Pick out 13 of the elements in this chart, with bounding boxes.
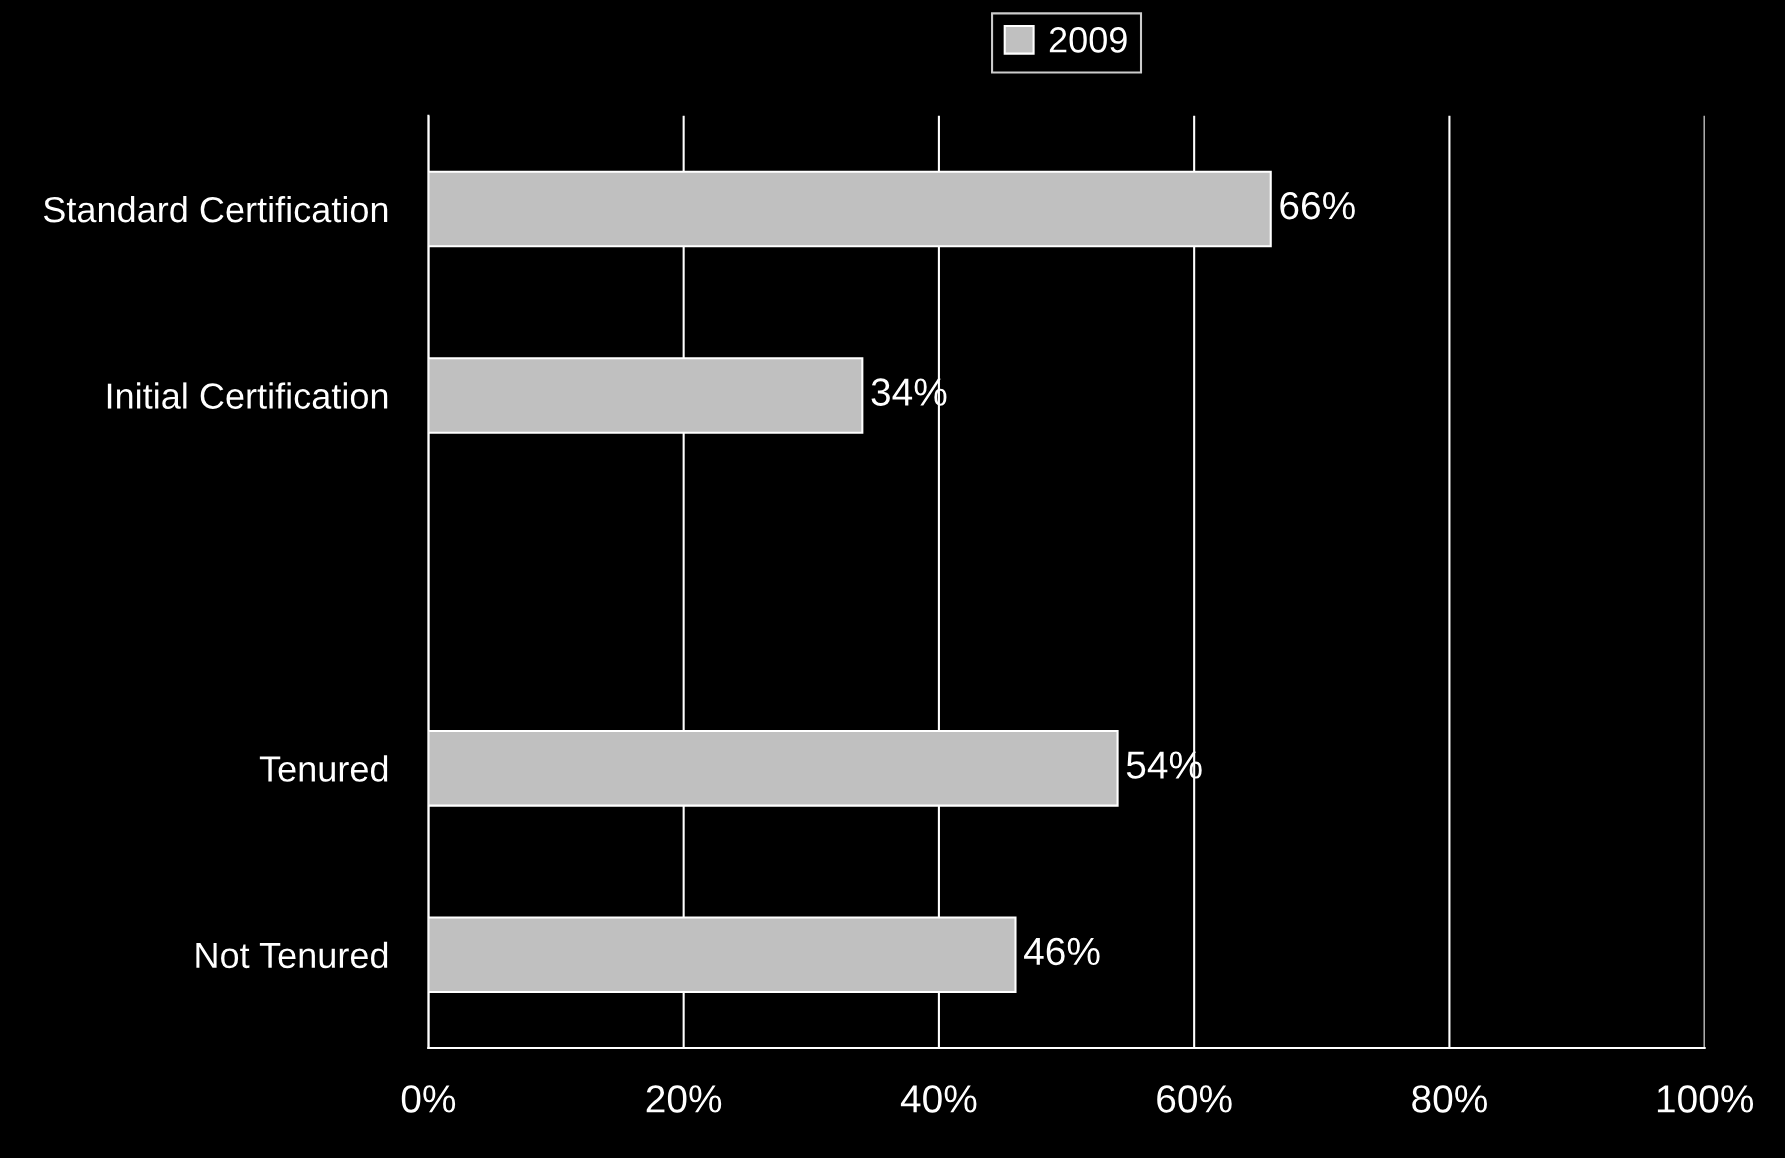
x-tick-label: 20% bbox=[646, 1085, 722, 1113]
y-tick-label: Standard Certification bbox=[43, 195, 388, 223]
y-tick-label: Not Tenured bbox=[196, 941, 388, 969]
y-tick-label: Tenured bbox=[259, 755, 388, 782]
x-tick-label: 80% bbox=[1412, 1085, 1487, 1113]
y-tick-label: Initial Certification bbox=[107, 382, 388, 409]
x-tick-label: 100% bbox=[1657, 1085, 1754, 1113]
x-tick-label: 0% bbox=[401, 1085, 456, 1113]
legend-label: 2009 bbox=[1049, 27, 1127, 53]
data-label: 66% bbox=[1280, 191, 1355, 220]
data-label: 46% bbox=[1024, 937, 1100, 966]
x-tick-label: 60% bbox=[1157, 1085, 1232, 1113]
x-tick-label: 40% bbox=[900, 1085, 977, 1113]
